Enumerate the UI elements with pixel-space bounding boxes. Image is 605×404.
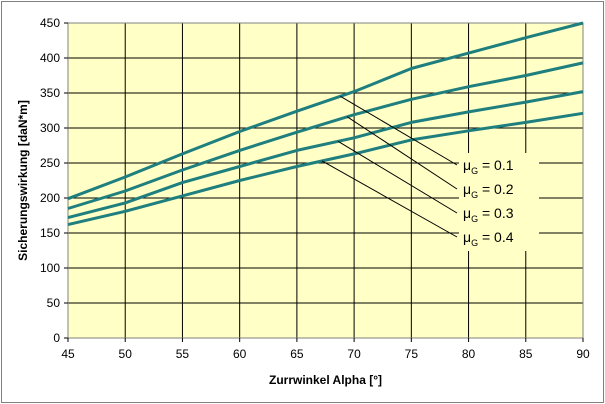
y-tick-label: 0 xyxy=(53,331,60,345)
y-tick-label: 250 xyxy=(40,156,60,170)
y-tick-label: 400 xyxy=(40,51,60,65)
x-tick-label: 50 xyxy=(119,347,133,361)
x-tick-label: 60 xyxy=(233,347,247,361)
legend-label-4: μG = 0.4 xyxy=(463,229,514,248)
x-tick-label: 80 xyxy=(462,347,476,361)
x-axis-ticks: 45 50 55 60 65 70 75 80 85 90 xyxy=(61,338,590,361)
x-tick-label: 90 xyxy=(576,347,590,361)
series-lines xyxy=(67,21,584,227)
y-axis-title: Sicherungswirkung [daN*m] xyxy=(16,100,30,261)
plot-border xyxy=(67,22,584,339)
y-tick-label: 100 xyxy=(40,261,60,275)
x-tick-label: 75 xyxy=(405,347,419,361)
y-axis-ticks: 0 50 100 150 200 250 300 350 400 450 xyxy=(40,16,68,345)
legend-leader-lines xyxy=(321,95,458,238)
y-tick-label: 300 xyxy=(40,121,60,135)
x-tick-label: 65 xyxy=(290,347,304,361)
series-line-2 xyxy=(67,61,584,210)
x-tick-label: 55 xyxy=(176,347,190,361)
x-tick-label: 45 xyxy=(61,347,75,361)
leader-line-4 xyxy=(321,160,458,238)
leader-line-2 xyxy=(346,116,458,190)
y-tick-label: 350 xyxy=(40,86,60,100)
leader-line-1 xyxy=(340,95,458,166)
legend-label-3: μG = 0.3 xyxy=(463,205,514,224)
leader-line-3 xyxy=(337,140,458,214)
y-tick-label: 150 xyxy=(40,226,60,240)
series-line-3 xyxy=(67,90,584,220)
series-line-1 xyxy=(67,21,584,201)
y-tick-label: 50 xyxy=(47,296,61,310)
legend: μG = 0.1 μG = 0.2 μG = 0.3 μG = 0.4 xyxy=(463,157,514,248)
legend-background xyxy=(459,153,539,251)
y-tick-label: 450 xyxy=(40,16,60,30)
legend-label-2: μG = 0.2 xyxy=(463,181,514,200)
series-line-4 xyxy=(67,111,584,227)
x-tick-label: 70 xyxy=(347,347,361,361)
x-axis-title: Zurrwinkel Alpha [°] xyxy=(269,373,382,387)
x-tick-label: 85 xyxy=(519,347,533,361)
legend-label-1: μG = 0.1 xyxy=(463,157,514,176)
y-tick-label: 200 xyxy=(40,191,60,205)
